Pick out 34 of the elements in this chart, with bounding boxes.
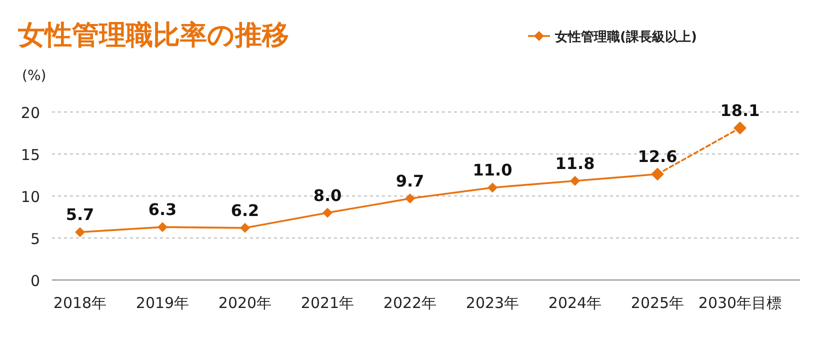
y-tick-label: 5	[30, 230, 40, 248]
y-tick-label: 20	[20, 104, 40, 122]
x-tick-label: 2022年	[383, 294, 437, 312]
y-axis-title: (%)	[22, 68, 46, 84]
x-tick-label: 2024年	[548, 294, 602, 312]
point	[734, 121, 746, 134]
data-label: 11.8	[555, 154, 595, 173]
x-tick-label: 2018年	[53, 294, 107, 312]
data-label: 6.3	[148, 200, 177, 220]
point	[158, 222, 168, 232]
x-tick-label: 2025年	[630, 294, 684, 312]
y-tick-label: 15	[20, 146, 40, 164]
x-tick-label: 2023年	[466, 294, 520, 312]
chart-title: 女性管理職比率の推移	[17, 20, 289, 51]
point	[405, 194, 415, 204]
data-label: 6.2	[230, 200, 260, 220]
data-label: 18.1	[720, 100, 760, 120]
x-tick-label: 2020年	[218, 294, 272, 312]
x-tick-label: 2019年	[136, 294, 190, 312]
y-tick-label: 10	[20, 188, 40, 206]
data-label: 11.0	[472, 160, 512, 180]
point	[75, 227, 85, 238]
legend-label: 女性管理職(課長級以上)	[554, 29, 697, 45]
data-label: 5.7	[66, 205, 94, 224]
point	[240, 222, 250, 233]
data-label: 8.0	[313, 186, 342, 205]
x-tick-label: 2021年	[300, 294, 354, 312]
point	[488, 182, 498, 193]
data-label: 12.6	[638, 147, 678, 166]
y-tick-label: 0	[30, 272, 40, 290]
x-tick-label: 2030年目標	[698, 294, 782, 312]
point	[322, 208, 332, 218]
point	[570, 176, 580, 186]
data-label: 9.7	[396, 172, 424, 191]
